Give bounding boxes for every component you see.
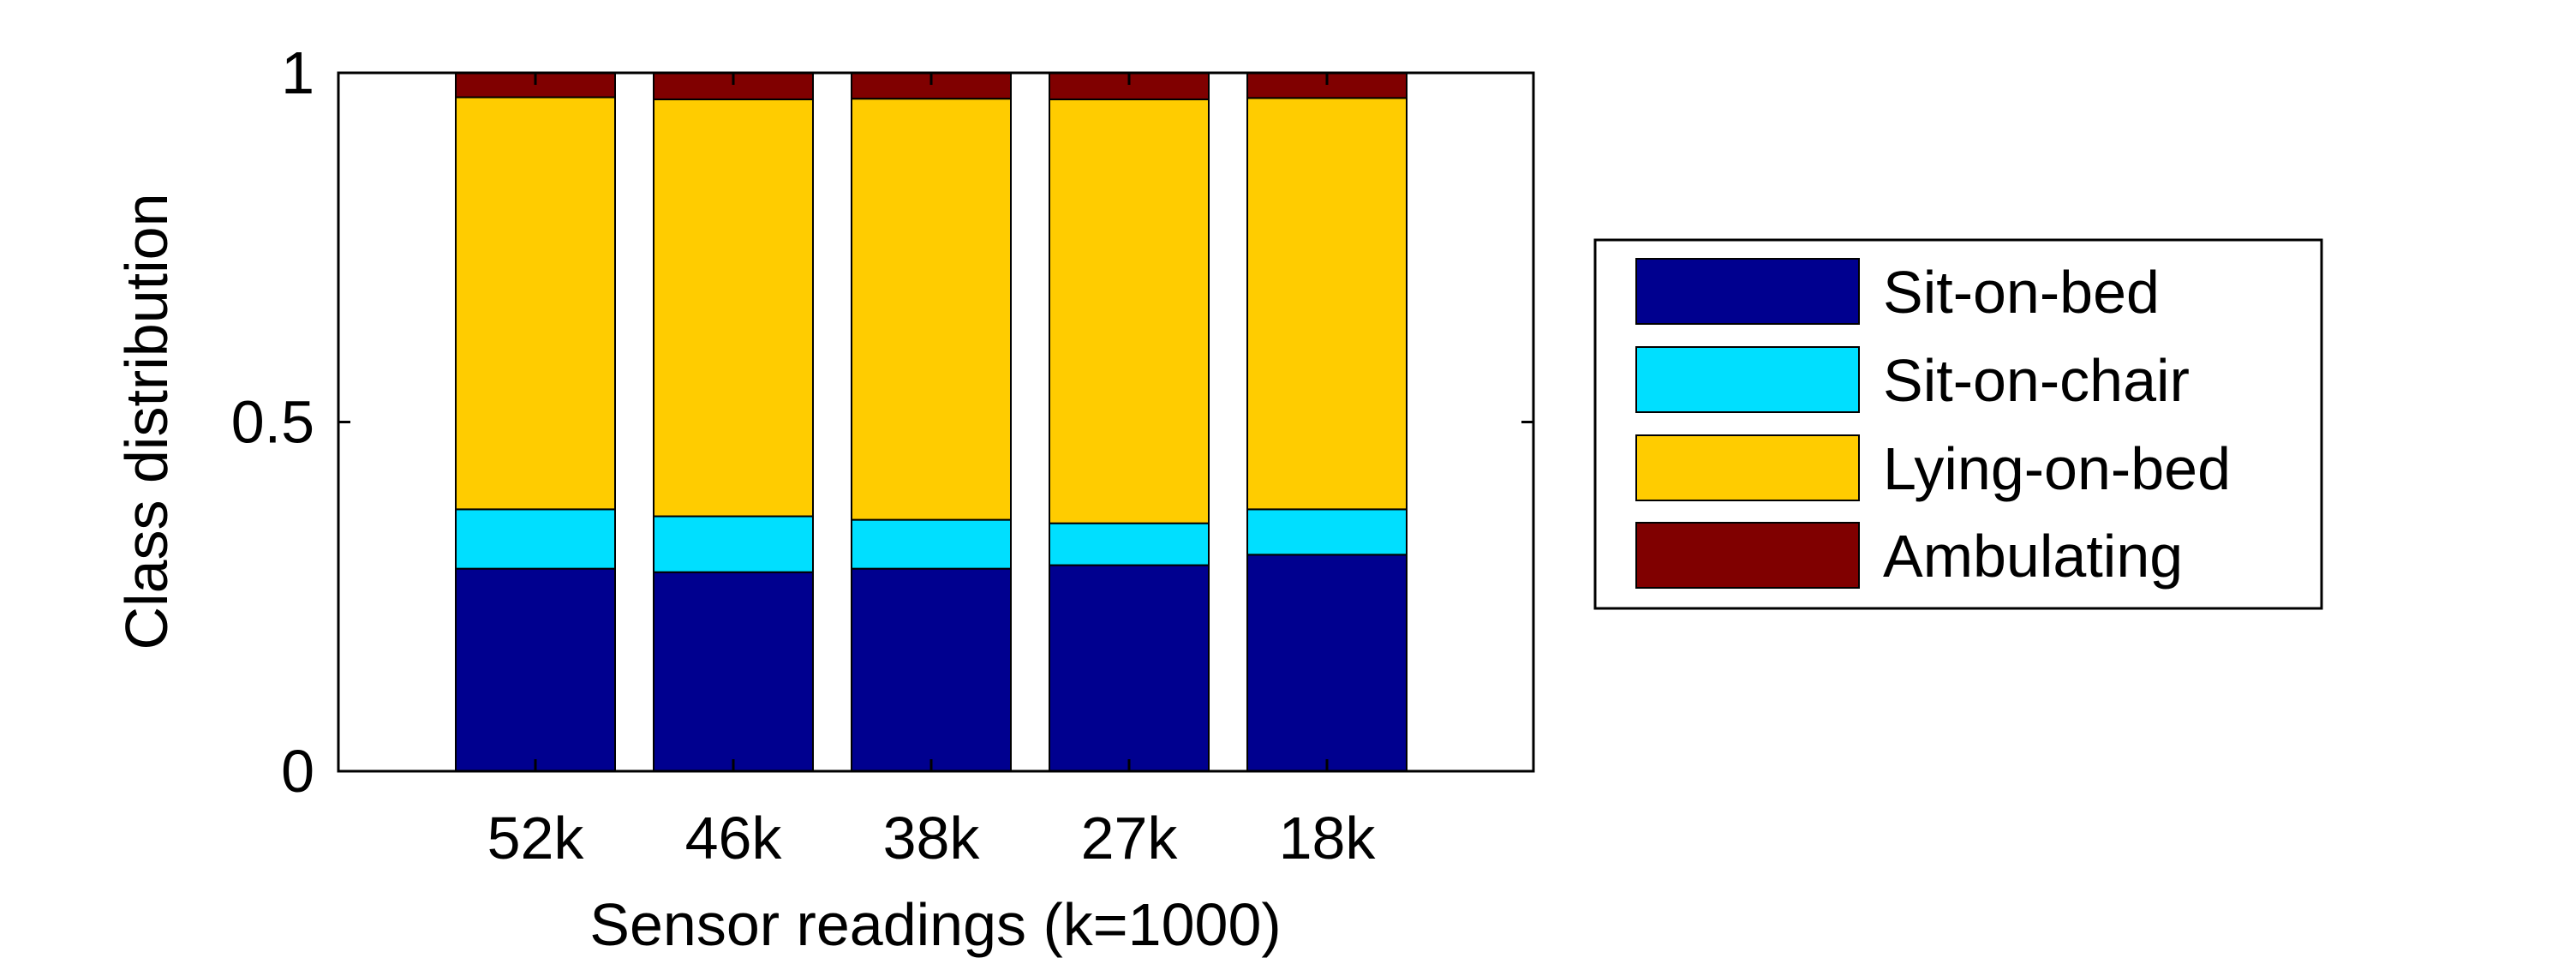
bar-segment-lying-on-bed-46k <box>653 98 814 518</box>
bar-segment-sit-on-chair-38k <box>851 518 1012 570</box>
bar-segment-sit-on-bed-46k <box>653 571 814 772</box>
bar-segment-sit-on-bed-38k <box>851 567 1012 773</box>
y-axis-label: Class distribution <box>113 194 180 650</box>
ticks-layer: 0 0.5 1 52k 46k 38k 27k 18k <box>231 39 1533 871</box>
y-tick-label: 0 <box>281 738 314 805</box>
bar-segment-sit-on-bed-18k <box>1246 554 1408 772</box>
legend-swatch-sit-on-bed <box>1635 258 1860 325</box>
legend-label-sit-on-chair: Sit-on-chair <box>1883 347 2190 414</box>
legend-swatch-lying-on-bed <box>1635 434 1860 501</box>
bar-segment-lying-on-bed-38k <box>851 98 1012 521</box>
bar-segment-sit-on-bed-27k <box>1049 564 1210 773</box>
bar-segment-sit-on-chair-46k <box>653 515 814 573</box>
legend-swatch-sit-on-chair <box>1635 346 1860 413</box>
bar-segment-sit-on-chair-18k <box>1246 508 1408 556</box>
legend-items: Sit-on-bed Sit-on-chair Lying-on-bed Ambula… <box>1635 258 2231 590</box>
bars-layer <box>455 72 1408 773</box>
x-axis-label: Sensor readings (k=1000) <box>589 891 1281 958</box>
bar-segment-sit-on-chair-52k <box>455 508 616 570</box>
bar-segment-lying-on-bed-27k <box>1049 98 1210 524</box>
bar-segment-sit-on-bed-52k <box>455 567 616 773</box>
legend-label-ambulating: Ambulating <box>1883 523 2183 590</box>
x-tick-label-18k: 18k <box>1279 805 1377 871</box>
x-tick-label-46k: 46k <box>685 805 783 871</box>
x-tick-label-38k: 38k <box>883 805 981 871</box>
bar-segment-ambulating-27k <box>1049 72 1210 100</box>
legend-label-lying-on-bed: Lying-on-bed <box>1883 435 2231 502</box>
y-tick-label: 1 <box>281 39 314 106</box>
bar-segment-sit-on-chair-27k <box>1049 522 1210 566</box>
bar-segment-lying-on-bed-18k <box>1246 97 1408 511</box>
legend: Sit-on-bed Sit-on-chair Lying-on-bed Ambula… <box>1593 238 2323 610</box>
y-tick-label: 0.5 <box>231 389 314 456</box>
x-tick-label-52k: 52k <box>487 805 585 871</box>
legend-label-sit-on-bed: Sit-on-bed <box>1883 259 2160 326</box>
bar-segment-lying-on-bed-52k <box>455 96 616 511</box>
x-tick-label-27k: 27k <box>1081 805 1179 871</box>
legend-swatch-ambulating <box>1635 522 1860 589</box>
